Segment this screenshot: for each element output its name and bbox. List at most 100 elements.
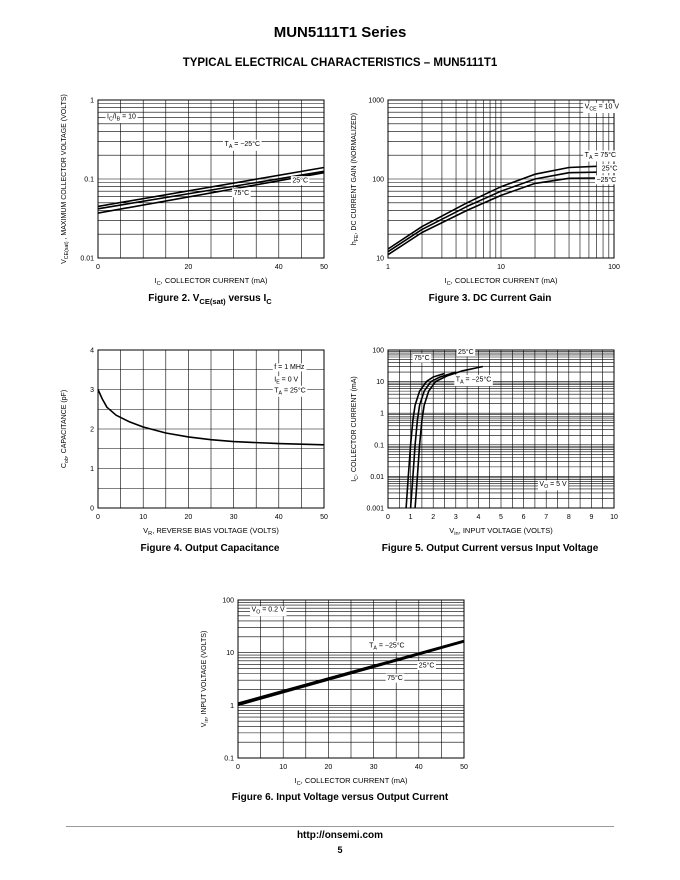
y-tick-label: 0.001 [366,506,384,513]
chart-annotation: VO = 0.2 V [250,606,287,617]
chart-annotation: TA = −25°C [454,375,493,387]
plot-frame [97,349,325,509]
footer-divider [66,826,614,827]
y-tick-label: 1 [230,703,234,710]
x-tick-label: 5 [499,514,503,521]
x-tick-label: 0 [96,264,100,271]
chart-annotation: 75°C [412,353,432,363]
figure-4-caption: Figure 4. Output Capacitance [140,543,280,554]
x-tick-label: 8 [567,514,571,521]
chart-annotation: TA = 75°C [583,150,618,162]
x-axis-label: IC, COLLECTOR CURRENT (mA) [295,776,408,787]
chart-annotation: 25°C [600,164,619,174]
x-tick-label: 50 [320,514,328,521]
plot-frame [97,99,325,259]
series-line-25c [97,170,325,210]
x-tick-label: 30 [230,514,238,521]
chart-annotation: TA = −25°C [223,139,262,151]
y-tick-label: 1 [90,98,94,105]
y-tick-label: 2 [90,427,94,434]
y-tick-label: 4 [90,348,94,355]
series-line-25c [409,371,457,509]
plot-frame [387,349,615,509]
x-tick-label: 1 [386,264,390,271]
figure-2-caption: Figure 2. VCE(sat) versus IC [148,293,272,306]
plot-frame [237,599,465,759]
chart-annotation: VO = 5 V [537,480,569,491]
figure-5-caption: Figure 5. Output Current versus Input Vo… [381,543,599,554]
x-tick-label: 0 [96,514,100,521]
series-line-25c [387,171,597,253]
x-tick-label: 40 [275,514,283,521]
y-axis-label: Vin, INPUT VOLTAGE (VOLTS) [201,631,210,728]
grid-lines [97,349,325,509]
svg-text:f = 1 MHz: f = 1 MHz [274,364,305,371]
grid-lines [237,599,465,759]
svg-text:TA = −25°C: TA = −25°C [456,376,492,386]
x-tick-label: 50 [460,764,468,771]
series-line-25c [414,365,484,509]
figure-3-caption: Figure 3. DC Current Gain [428,293,552,304]
svg-text:−25°C: −25°C [596,176,616,184]
y-tick-label: 1 [380,411,384,418]
svg-text:75°C: 75°C [414,354,430,362]
x-axis-label: VR, REVERSE BIAS VOLTAGE (VOLTS) [143,526,279,537]
page-number: 5 [337,845,343,855]
svg-text:25°C: 25°C [458,348,474,356]
series-line-25c [387,177,597,256]
y-tick-label: 0.1 [84,177,94,184]
chart-annotation: 25°C [456,347,476,357]
x-tick-label: 0 [386,514,390,521]
figure-5-chart: 0 1 2 3 4 5 6 7 8 9 10 0.001 0.01 0.1 1 10 100 Vin, INPUT… [351,347,618,537]
y-tick-label: 0.1 [224,756,234,763]
svg-text:25°C: 25°C [292,177,308,185]
x-tick-label: 2 [431,514,435,521]
x-tick-label: 1 [409,514,413,521]
y-tick-label: 100 [222,598,234,605]
series-line-75c [97,171,325,214]
svg-text:TA = −25°C: TA = −25°C [225,140,261,150]
chart-annotation: 75°C [385,673,405,683]
y-axis-label: hFE, DC CURRENT GAIN (NORMALIZED) [351,113,360,245]
grid-lines [387,349,615,509]
series-line-cob [97,389,325,446]
series-line-75c [387,165,597,250]
x-axis-label: Vin, INPUT VOLTAGE (VOLTS) [449,526,553,537]
figure-6-chart: 0 10 20 30 40 50 0.1 1 10 100 IC, COLLECTOR CURREN… [201,598,468,788]
chart-annotation: −25°C [594,175,618,185]
chart-annotation: TA = 25°C [272,385,308,397]
page-title: MUN5111T1 Series [273,24,407,41]
svg-text:25°C: 25°C [602,165,618,173]
grid-lines [387,99,615,259]
x-tick-label: 30 [370,764,378,771]
y-tick-label: 0.01 [80,256,94,263]
x-tick-label: 9 [589,514,593,521]
x-tick-label: 10 [610,514,618,521]
svg-text:TA = −25°C: TA = −25°C [369,642,405,652]
svg-text:25°C: 25°C [419,662,435,670]
chart-annotation: 25°C [290,176,310,186]
series-line-75c [237,641,465,707]
y-axis-label: VCE(sat) , MAXIMUM COLLECTOR VOLTAGE (VO… [61,94,70,264]
x-tick-label: 4 [476,514,480,521]
svg-text:IC/IB = 10: IC/IB = 10 [107,114,136,123]
x-tick-label: 7 [544,514,548,521]
svg-text:TA = 75°C: TA = 75°C [585,151,616,161]
svg-text:VCE = 10 V: VCE = 10 V [585,104,620,113]
x-tick-label: 10 [139,514,147,521]
x-axis-label: IC, COLLECTOR CURRENT (mA) [155,276,268,287]
y-tick-label: 1000 [368,98,384,105]
chart-annotation: f = 1 MHz [272,363,307,372]
x-tick-label: 0 [236,764,240,771]
figure-6-caption: Figure 6. Input Voltage versus Output Cu… [231,792,449,803]
chart-annotation: 25°C [417,661,436,671]
y-tick-label: 0.1 [374,442,384,449]
x-tick-label: 40 [415,764,423,771]
chart-annotation: TA = −25°C [367,641,407,653]
y-axis-label: IC, COLLECTOR CURRENT (mA) [351,376,360,481]
y-tick-label: 10 [226,650,234,657]
section-title: TYPICAL ELECTRICAL CHARACTERISTICS – MUN… [182,57,498,69]
x-tick-label: 100 [608,264,620,271]
figure-4-chart: 0 10 20 30 40 50 0 1 2 3 4 VR, REVERSE BIAS VOLTAGE… [61,348,328,538]
x-tick-label: 10 [497,264,505,271]
